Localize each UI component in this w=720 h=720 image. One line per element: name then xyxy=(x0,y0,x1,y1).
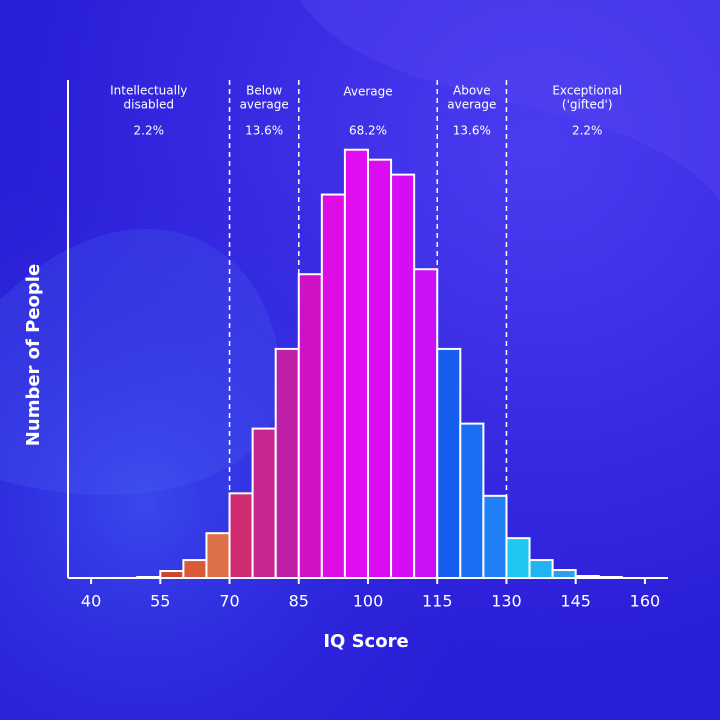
bar xyxy=(297,273,323,579)
bar xyxy=(367,158,393,579)
x-tick-label: 115 xyxy=(422,592,453,611)
bar xyxy=(251,427,277,579)
region-label: Above xyxy=(453,84,491,98)
bar xyxy=(551,569,577,579)
bar xyxy=(459,422,485,579)
bar xyxy=(482,494,508,579)
region-percent: 68.2% xyxy=(349,124,387,138)
region-label: Exceptional xyxy=(552,84,622,98)
region-percent: 13.6% xyxy=(453,124,491,138)
region-percent: 2.2% xyxy=(134,124,165,138)
bar xyxy=(205,532,231,579)
bar xyxy=(182,559,208,580)
bar xyxy=(505,537,531,579)
bar xyxy=(528,559,554,580)
x-tick-label: 145 xyxy=(560,592,591,611)
x-tick-label: 160 xyxy=(630,592,661,611)
bar xyxy=(390,173,416,579)
region-label: ('gifted') xyxy=(562,98,613,112)
x-tick-label: 100 xyxy=(353,592,384,611)
x-tick-label: 40 xyxy=(81,592,101,611)
bar xyxy=(343,148,369,579)
background-swirl xyxy=(0,228,282,495)
x-axis-title: IQ Score xyxy=(323,631,408,652)
region-percent: 13.6% xyxy=(245,124,283,138)
x-tick-label: 85 xyxy=(289,592,309,611)
bar xyxy=(436,347,462,580)
region-label: average xyxy=(447,98,496,112)
x-tick-label: 130 xyxy=(491,592,522,611)
bar xyxy=(320,193,346,579)
region-label: Average xyxy=(343,85,392,99)
x-tick-label: 70 xyxy=(219,592,239,611)
region-label: average xyxy=(240,98,289,112)
bar xyxy=(228,492,254,579)
region-label: Below xyxy=(246,84,282,98)
region-label: Intellectually xyxy=(110,84,187,98)
bar xyxy=(274,347,300,580)
region-percent: 2.2% xyxy=(572,124,603,138)
background-swirl xyxy=(300,0,720,200)
bar xyxy=(413,268,439,579)
bar xyxy=(159,570,185,580)
region-label: disabled xyxy=(124,98,175,112)
y-axis-title: Number of People xyxy=(23,264,44,446)
x-tick-label: 55 xyxy=(150,592,170,611)
